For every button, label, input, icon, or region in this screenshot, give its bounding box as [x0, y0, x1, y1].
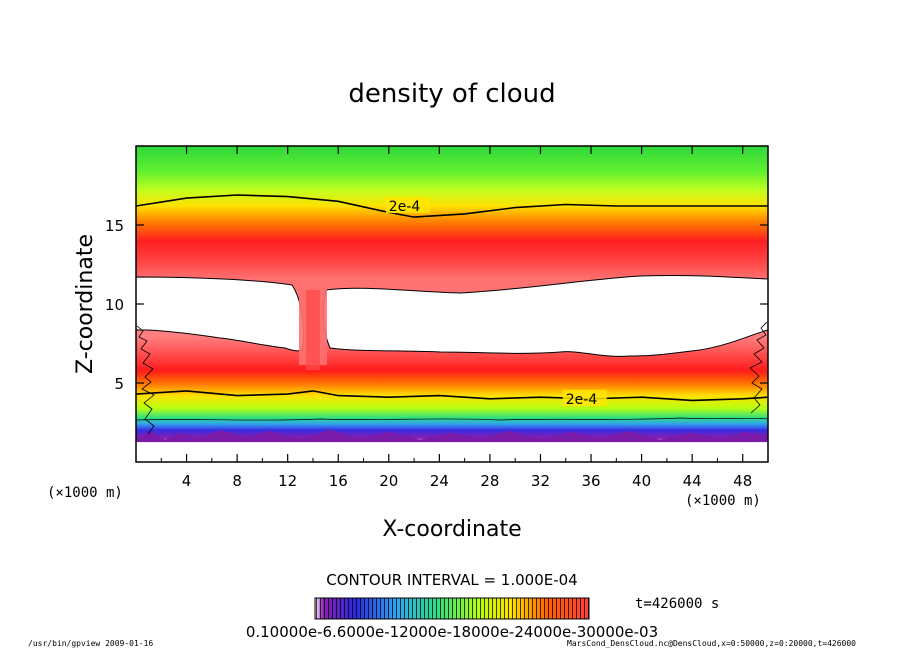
- contour-lines: 2e-4 2e-4: [135, 194, 769, 408]
- contour-label-bg: [562, 389, 607, 406]
- footer-right: MarsCond_DensCloud.nc@DensCloud,x=0:5000…: [567, 639, 856, 648]
- cloud-free-region: [136, 274, 768, 357]
- colorbar-labels: 0.10000e-6.6000e-12000e-18000e-24000e-30…: [246, 623, 658, 641]
- x-tick-label: 28: [480, 472, 499, 490]
- x-tick-label: 4: [182, 472, 192, 490]
- time-label: t=426000 s: [635, 596, 719, 612]
- x-tick-label: 16: [329, 472, 348, 490]
- x-tick-label: 8: [232, 472, 242, 490]
- x-tick-label: 44: [683, 472, 702, 490]
- density-field: [136, 146, 768, 462]
- x-tick-label: 36: [581, 472, 600, 490]
- lower-thin-contour: [136, 417, 768, 421]
- x-tick-label: 40: [632, 472, 651, 490]
- x-tick-label: 12: [278, 472, 297, 490]
- contour-line-1: [135, 194, 768, 218]
- chart-title: density of cloud: [348, 79, 555, 109]
- x-axis-label: X-coordinate: [382, 517, 521, 542]
- x-tick-label: 48: [733, 472, 752, 490]
- contour-interval-label: CONTOUR INTERVAL = 1.000E-04: [326, 571, 577, 589]
- x-tick-label: 32: [531, 472, 550, 490]
- x-axis-ticks: 4 8 12 16 20 24 28 32 36 40 44 48: [160, 146, 752, 490]
- left-edge-noise: [136, 325, 155, 435]
- y-tick-label: 10: [105, 296, 124, 314]
- y-tick-label: 5: [114, 375, 124, 393]
- y-axis-ticks: 5 10 15: [105, 217, 768, 393]
- plume-core: [306, 290, 320, 370]
- bottom-fringe: [136, 430, 768, 442]
- contour-line-2: [135, 390, 769, 402]
- y-tick-label: 15: [105, 217, 124, 235]
- contour-label: 2e-4: [566, 392, 598, 408]
- y-axis-label: Z-coordinate: [73, 234, 98, 374]
- x-unit-right: (×1000 m): [685, 493, 761, 509]
- x-tick-label: 24: [430, 472, 449, 490]
- right-edge-noise: [749, 321, 768, 414]
- x-tick-label: 20: [379, 472, 398, 490]
- x-unit-left: (×1000 m): [47, 485, 123, 501]
- contour-label-bg: [385, 197, 430, 214]
- footer-left: /usr/bin/gpview 2009-01-16: [28, 639, 154, 648]
- colorbar-stripes: [315, 598, 589, 619]
- contour-label: 2e-4: [389, 199, 421, 215]
